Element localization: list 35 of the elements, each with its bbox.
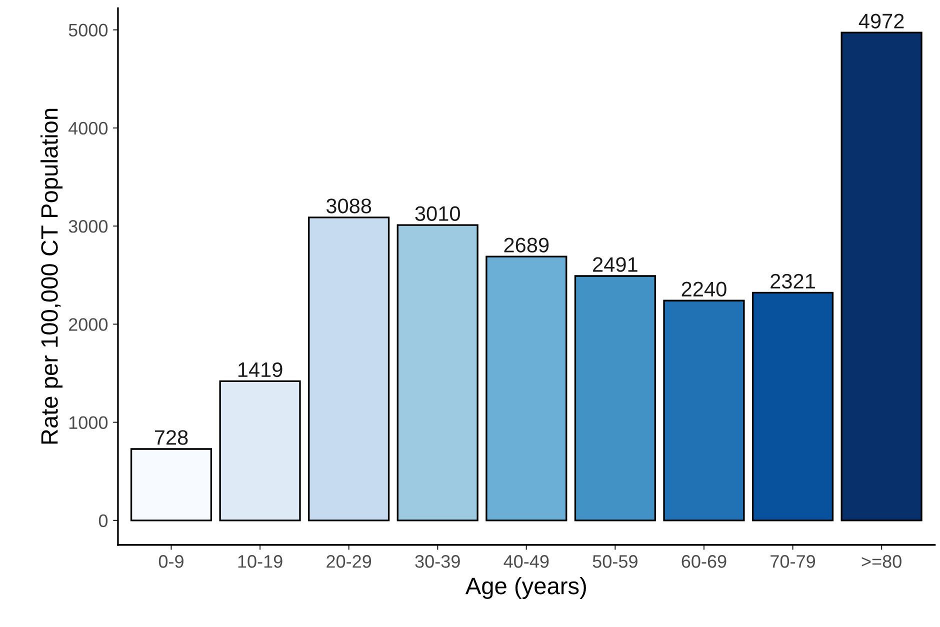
x-tick-label: 50-59 xyxy=(592,555,638,568)
y-axis-title: Rate per 100,000 CT Population xyxy=(40,108,63,444)
bar xyxy=(663,300,745,522)
bar xyxy=(486,256,568,522)
data-label: 2240 xyxy=(682,282,726,297)
data-label: 2321 xyxy=(770,274,815,289)
data-label: 728 xyxy=(154,430,188,445)
y-tick-label: 2000 xyxy=(68,318,108,331)
data-label: 3088 xyxy=(326,198,372,214)
y-tick-label: 3000 xyxy=(68,220,108,233)
y-tick-label: 1000 xyxy=(69,416,108,430)
bar xyxy=(396,224,478,522)
x-tick-label: 30-39 xyxy=(415,555,460,568)
bar xyxy=(752,292,834,522)
x-tick-label: 10-19 xyxy=(238,555,282,568)
y-tick-label: 0 xyxy=(98,514,108,528)
x-tick-label: >=80 xyxy=(862,555,902,568)
y-tick-label: 5000 xyxy=(68,24,108,37)
x-tick-label: 20-29 xyxy=(326,555,372,568)
bar xyxy=(219,380,301,522)
bar xyxy=(130,448,212,522)
x-tick-label: 40-49 xyxy=(504,555,549,568)
data-label: 3010 xyxy=(415,206,460,221)
data-label: 2491 xyxy=(593,257,638,272)
x-tick-label: 70-79 xyxy=(770,555,816,568)
bar xyxy=(308,216,390,522)
data-label: 2689 xyxy=(504,238,549,252)
y-tick-label: 4000 xyxy=(68,122,108,135)
data-label: 4972 xyxy=(858,14,904,28)
bar xyxy=(840,32,922,522)
x-axis-title: Age (years) xyxy=(465,576,586,599)
x-tick-label: 60-69 xyxy=(682,555,726,568)
bar xyxy=(574,275,656,522)
x-tick-label: 0-9 xyxy=(158,555,184,568)
data-label: 1419 xyxy=(238,362,282,378)
